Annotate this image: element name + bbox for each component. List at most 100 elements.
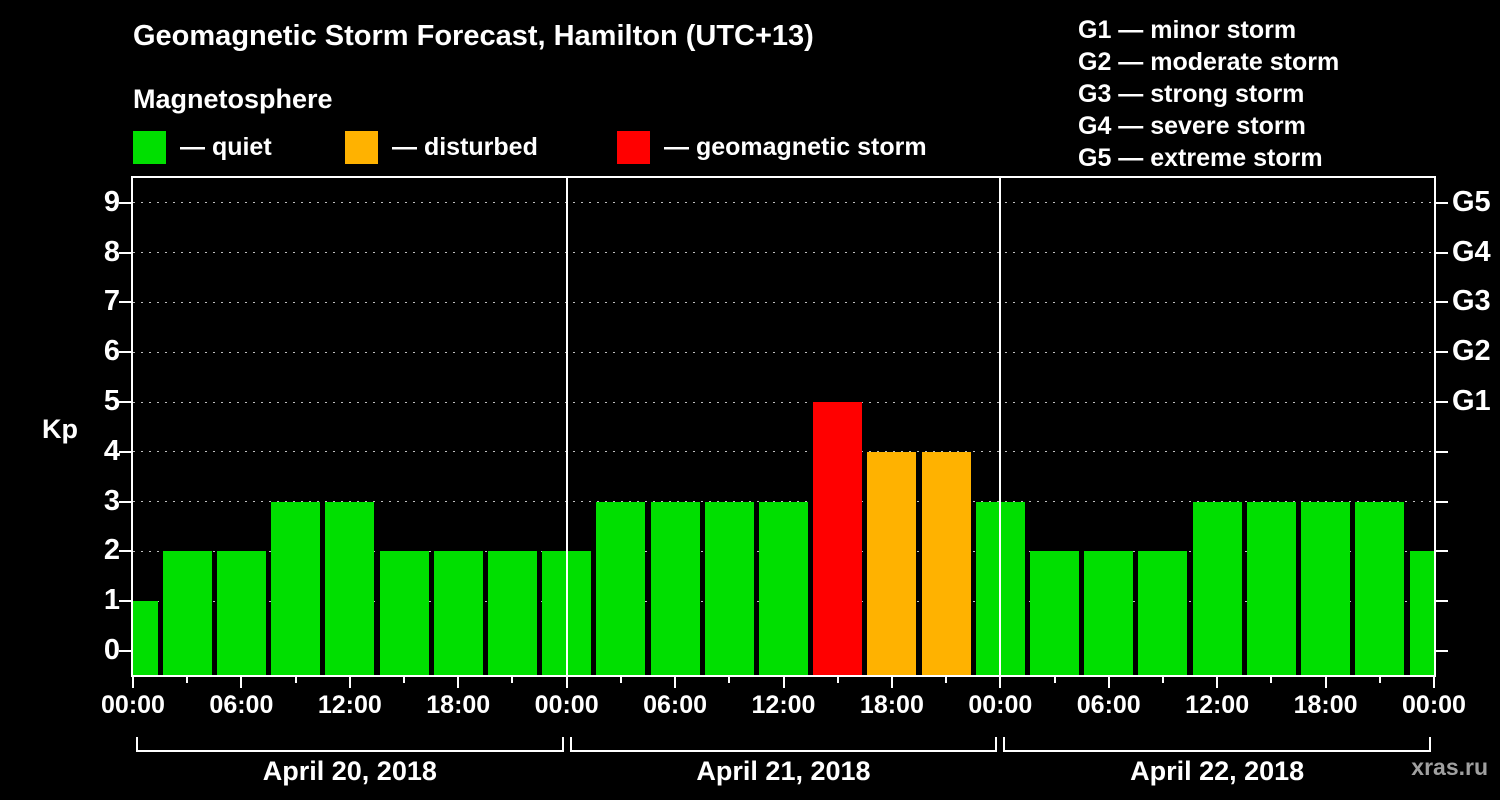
x-axis-minor-tick xyxy=(945,677,948,683)
kp-bar xyxy=(1409,551,1434,675)
kp-bar xyxy=(1246,501,1296,675)
time-tick-label: 00:00 xyxy=(968,691,1033,719)
time-tick-label: 12:00 xyxy=(317,691,382,719)
kp-bar xyxy=(133,601,158,675)
legend-label-storm: — geomagnetic storm xyxy=(664,133,927,161)
kp-gridline xyxy=(133,202,1434,204)
kp-bar xyxy=(325,501,375,675)
y-axis-tick-right xyxy=(1436,550,1448,553)
x-axis-minor-tick xyxy=(1378,677,1381,683)
watermark: xras.ru xyxy=(1411,754,1488,780)
y-axis-tick-right xyxy=(1436,500,1448,503)
g-scale-tick-label: G2 xyxy=(1452,335,1491,368)
time-tick-label: 00:00 xyxy=(534,691,599,719)
time-tick-label: 18:00 xyxy=(426,691,491,719)
x-axis-major-tick xyxy=(132,677,134,688)
time-tick-label: 06:00 xyxy=(209,691,274,719)
g-scale-tick-label: G5 xyxy=(1452,185,1491,218)
kp-axis-label: Kp xyxy=(42,414,78,444)
x-axis-minor-tick xyxy=(728,677,731,683)
kp-bar xyxy=(271,501,321,675)
kp-bar xyxy=(216,551,266,675)
time-tick-label: 12:00 xyxy=(751,691,816,719)
y-axis-tick-right xyxy=(1436,251,1448,254)
y-axis-tick-left xyxy=(119,351,131,354)
x-axis-minor-tick xyxy=(1053,677,1056,683)
kp-bar xyxy=(759,501,808,675)
x-axis-major-tick xyxy=(1216,677,1219,688)
legend-label-quiet: — quiet xyxy=(180,133,272,161)
date-label: April 21, 2018 xyxy=(696,756,871,786)
x-axis-minor-tick xyxy=(403,677,406,683)
g-scale-tick-label: G1 xyxy=(1452,385,1491,417)
time-tick-label: 18:00 xyxy=(1293,691,1358,719)
y-axis-tick-label: 7 xyxy=(103,285,120,318)
g-scale-tick-label: G4 xyxy=(1452,235,1491,268)
g1-legend-line: G1 — minor storm xyxy=(1078,16,1297,44)
x-axis-major-tick xyxy=(1107,677,1110,688)
legend-item-quiet: — quiet xyxy=(133,131,272,164)
y-axis-tick-right xyxy=(1436,450,1448,453)
y-axis-tick-right xyxy=(1436,351,1448,354)
x-axis-major-tick xyxy=(240,677,243,688)
g-scale-tick-label: G3 xyxy=(1452,285,1491,318)
kp-bar xyxy=(379,551,429,675)
kp-bar xyxy=(704,501,754,675)
time-tick-label: 00:00 xyxy=(1402,691,1466,719)
y-axis-tick-left xyxy=(119,401,131,403)
kp-bar xyxy=(1355,501,1405,675)
time-tick-label: 00:00 xyxy=(101,691,165,719)
date-label: April 22, 2018 xyxy=(1130,756,1305,786)
x-axis-minor-tick xyxy=(1161,677,1164,683)
y-axis-tick-left xyxy=(119,600,131,603)
kp-bar xyxy=(1084,551,1134,675)
x-axis-minor-tick xyxy=(186,677,189,683)
kp-bar xyxy=(1138,551,1188,675)
x-axis-major-tick xyxy=(457,677,460,688)
day-divider-line xyxy=(565,178,568,675)
y-axis-tick-label: 4 xyxy=(103,434,120,467)
storm-color-swatch xyxy=(617,131,650,164)
legend-label-disturbed: — disturbed xyxy=(392,133,538,161)
date-range-bracket xyxy=(1003,737,1431,752)
time-tick-label: 18:00 xyxy=(859,691,924,719)
y-axis-tick-left xyxy=(119,650,131,652)
x-axis-major-tick xyxy=(999,677,1002,688)
date-range-bracket xyxy=(136,737,564,752)
date-label: April 20, 2018 xyxy=(262,756,437,786)
kp-bar xyxy=(1030,551,1080,675)
y-axis-tick-left xyxy=(119,301,131,304)
legend-item-storm: — geomagnetic storm xyxy=(617,131,927,164)
x-axis-major-tick xyxy=(890,677,893,688)
kp-bar xyxy=(596,501,646,675)
x-axis-major-tick xyxy=(674,677,677,688)
g4-legend-line: G4 — severe storm xyxy=(1078,112,1306,140)
disturbed-color-swatch xyxy=(345,131,378,164)
time-tick-label: 12:00 xyxy=(1185,691,1250,719)
x-axis-minor-tick xyxy=(511,677,514,683)
legend-item-disturbed: — disturbed xyxy=(345,131,538,164)
kp-bar xyxy=(1192,501,1242,675)
time-tick-label: 06:00 xyxy=(643,691,708,719)
y-axis-tick-label: 3 xyxy=(103,484,120,517)
time-tick-label: 06:00 xyxy=(1076,691,1141,719)
kp-bar xyxy=(921,451,971,675)
x-axis-major-tick xyxy=(1324,677,1327,688)
y-axis-tick-left xyxy=(119,550,131,553)
page-title: Geomagnetic Storm Forecast, Hamilton (UT… xyxy=(133,20,814,52)
kp-bar xyxy=(813,402,863,675)
g2-legend-line: G2 — moderate storm xyxy=(1078,48,1340,76)
kp-gridline xyxy=(133,252,1434,254)
x-axis-major-tick xyxy=(565,677,568,688)
g3-legend-line: G3 — strong storm xyxy=(1078,80,1305,108)
x-axis-minor-tick xyxy=(619,677,622,683)
kp-bar xyxy=(1301,501,1351,675)
y-axis-tick-left xyxy=(119,251,131,254)
y-axis-tick-left xyxy=(119,450,131,453)
plot-area xyxy=(131,176,1436,677)
kp-gridline xyxy=(133,351,1434,353)
kp-bar xyxy=(650,501,700,675)
y-axis-tick-right xyxy=(1436,650,1448,652)
kp-bar xyxy=(487,551,537,675)
